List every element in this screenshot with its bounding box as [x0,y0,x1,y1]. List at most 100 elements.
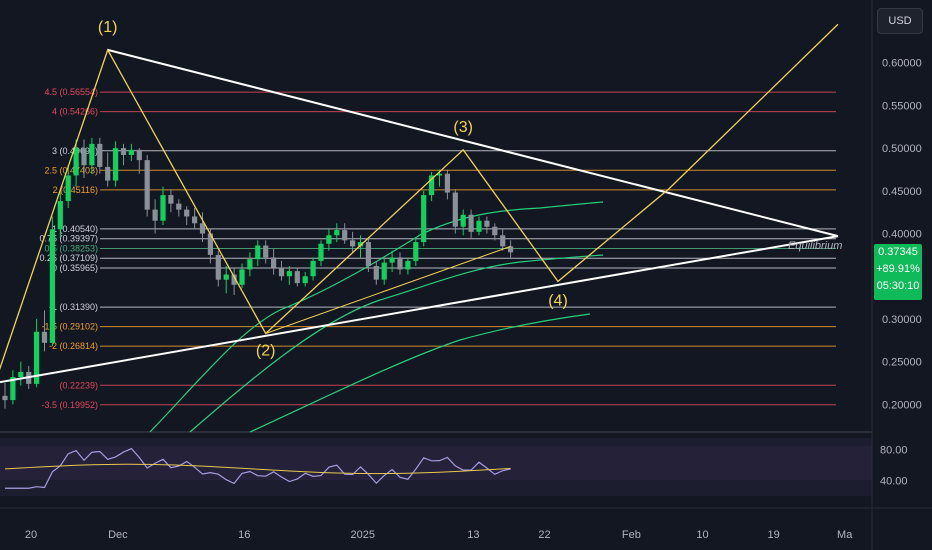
elliott-waves: (1) (2) (3) (4) [98,19,568,360]
candle-body [223,274,229,280]
wave-label: (2) [256,342,276,359]
candle-body [65,175,71,202]
candle-body [468,214,474,232]
candle-body [207,233,213,255]
time-tick-label: Ma [837,529,853,541]
fib-label: -1.5 (0.29102) [41,322,98,332]
ma-short-line [149,201,604,433]
fib-label: -2 (0.26814) [49,341,98,351]
candle-body [381,262,387,280]
candle-body [34,331,40,384]
candle-body [49,229,55,343]
candle-body [41,331,48,343]
time-tick-label: Dec [108,529,128,541]
triangle-pattern [0,23,839,384]
candle-body [389,257,395,263]
fib-label: -1 (0.31390) [49,302,98,312]
candle-body [105,166,111,181]
fib-label: 1 (0.40540) [52,224,98,234]
fib-label: 2 (0.45116) [53,185,98,195]
triangle-upper-line [107,48,839,238]
candle-body [373,266,379,280]
price-tick-label: 0.20000 [882,399,922,411]
price-tick-label: 0.40000 [882,229,922,241]
rsi-indicator: 80.00 40.00 [4,445,908,489]
wave-label: (3) [453,119,473,136]
price-tick-label: 0.25000 [882,357,922,369]
price-change: +89.91% [876,263,920,275]
candle-body [326,235,332,244]
candle-body [444,173,450,193]
price-tick-label: 0.30000 [882,314,922,326]
candle-body [113,148,119,181]
candle-body [484,220,490,227]
time-tick-label: 20 [25,529,37,541]
candle-body [476,220,482,232]
rsi-band [0,446,872,480]
wave-label: (1) [98,19,118,36]
candle-body [310,260,316,277]
candle-body [263,245,269,258]
triangle-lower-line [0,235,839,384]
fib-label: 0.25 (0.37109) [39,253,98,263]
candle-body [278,267,285,277]
rsi-tick-label: 80.00 [880,445,908,457]
time-tick-label: 19 [767,529,779,541]
candle-body [192,216,198,224]
equilibrium-label: Equilibrium [788,240,842,252]
candle-body [500,235,506,247]
time-tick-label: 22 [538,529,550,541]
candle-body [120,148,127,155]
time-tick-label: 2025 [351,529,375,541]
candle-body [318,243,324,261]
candle-body [176,203,182,210]
bar-countdown: 05:30:10 [876,280,920,292]
candle-body [247,259,253,270]
candle-body [199,223,206,234]
candle-body [508,246,514,253]
candle-body [492,226,498,236]
wave-label: (4) [548,292,568,309]
price-tick-label: 0.55000 [882,100,922,112]
candle-body [397,257,403,270]
candle-body [405,260,411,270]
currency-button[interactable]: USD [877,8,923,34]
candle-body [215,254,221,280]
wave-path-line [0,23,839,371]
candle-body [81,148,87,166]
last-price: 0.37345 [878,246,918,258]
candle-body [231,274,237,285]
moving-averages [149,201,604,433]
candle-body [302,276,308,284]
candle-body [97,143,103,167]
candle-body [239,269,245,285]
rsi-line [5,447,511,489]
candle-body [57,201,63,230]
candle-body [10,377,16,401]
candle-body [357,242,364,247]
fib-levels: 4.5 (0.56554)4 (0.54266)3 (0.49691)2.5 (… [39,87,836,410]
candle-body [2,395,8,401]
candle-body [294,271,300,284]
candle-body [144,160,150,210]
candle-body [128,149,134,155]
wave-channel-line [265,245,511,334]
candle-body [18,371,24,378]
rsi-signal-line [4,463,511,475]
fib-label: -3.5 (0.19952) [41,400,98,410]
candle-body [152,209,158,221]
fib-label: 0.5 (0.38253) [44,243,98,253]
candle-body [460,214,466,227]
candle-body [255,245,261,260]
candle-body [350,240,356,247]
price-axis: 0.60000 0.55000 0.50000 0.45000 0.40000 0.300… [882,58,922,412]
candle-body [160,195,166,221]
candle-body [421,195,427,243]
candle-body [413,242,419,261]
candle-body [342,230,348,241]
fib-label: 4 (0.54266) [52,107,98,117]
time-tick-label: 10 [696,529,708,541]
candles [2,137,514,409]
ma-long-line [249,313,591,433]
